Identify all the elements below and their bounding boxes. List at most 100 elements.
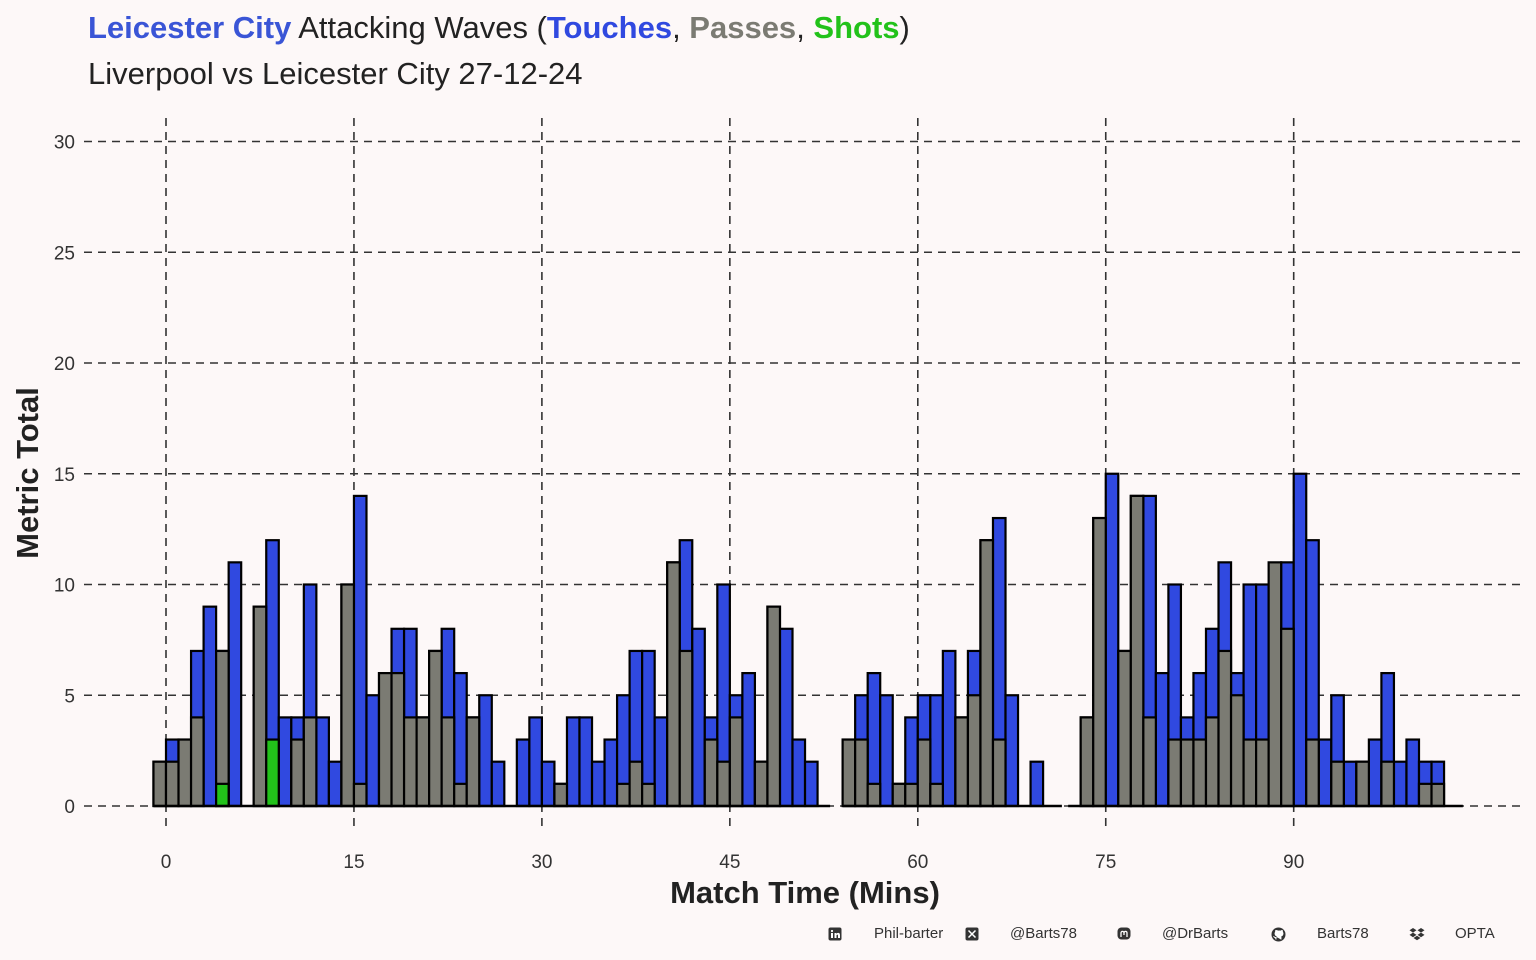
touches-bar bbox=[565, 716, 581, 808]
footer-github-text: Barts78 bbox=[1317, 925, 1369, 942]
passes-bar bbox=[716, 760, 731, 808]
touches-bar bbox=[1292, 472, 1308, 808]
passes-bar bbox=[841, 738, 857, 808]
y-tick-label: 15 bbox=[54, 465, 75, 486]
chart-subtitle: Liverpool vs Leicester City 27-12-24 bbox=[88, 56, 583, 91]
passes-bar bbox=[1380, 760, 1396, 808]
title-touches: Touches bbox=[546, 10, 673, 45]
title-close: ) bbox=[899, 10, 910, 45]
title-team: Leicester City bbox=[88, 10, 292, 45]
touches-bar bbox=[603, 738, 619, 808]
touches-bar bbox=[540, 760, 556, 808]
passes-bar bbox=[854, 738, 869, 808]
x-twitter-icon bbox=[965, 927, 979, 941]
passes-bar bbox=[440, 716, 456, 808]
touches-bar bbox=[1029, 760, 1045, 808]
passes-bar bbox=[1092, 516, 1107, 808]
x-tick-label: 45 bbox=[719, 852, 740, 873]
passes-bar bbox=[1079, 716, 1095, 808]
touches-bar bbox=[578, 716, 594, 808]
x-tick-label: 90 bbox=[1283, 852, 1304, 873]
touches-bar bbox=[1392, 760, 1408, 808]
touches-bar bbox=[327, 760, 343, 808]
passes-bar bbox=[1179, 738, 1195, 808]
shots-bar bbox=[265, 738, 280, 808]
touches-bar bbox=[528, 716, 543, 808]
x-tick-label: 0 bbox=[161, 852, 172, 873]
touches-bar bbox=[365, 694, 381, 808]
passes-bar bbox=[252, 605, 268, 808]
passes-bar bbox=[966, 694, 982, 808]
passes-bar bbox=[641, 782, 656, 808]
x-tick-label: 30 bbox=[531, 852, 552, 873]
passes-bar bbox=[465, 716, 481, 808]
touches-bar bbox=[803, 760, 819, 808]
passes-bar bbox=[1229, 694, 1245, 808]
x-axis-label: Match Time (Mins) bbox=[670, 875, 940, 910]
touches-bar bbox=[1004, 694, 1020, 808]
passes-bar bbox=[1192, 738, 1208, 808]
x-tick-label: 15 bbox=[343, 852, 364, 873]
shots-bar bbox=[215, 782, 230, 808]
footer-source-text: OPTA bbox=[1455, 925, 1495, 942]
y-tick-label: 30 bbox=[54, 133, 75, 154]
touches-bar bbox=[515, 738, 531, 808]
passes-bar bbox=[866, 782, 882, 808]
passes-bar bbox=[553, 782, 569, 808]
passes-bar bbox=[1280, 627, 1295, 808]
y-tick-label: 20 bbox=[54, 354, 75, 375]
passes-bar bbox=[991, 738, 1007, 808]
passes-bar bbox=[628, 760, 644, 808]
title-text-mid: Attacking Waves ( bbox=[291, 10, 547, 45]
footer-mastodon-text: @DrBarts bbox=[1162, 925, 1229, 942]
passes-bar bbox=[377, 671, 393, 808]
passes-bar bbox=[415, 716, 431, 808]
touches-bar bbox=[490, 760, 506, 808]
passes-bar bbox=[766, 605, 782, 808]
passes-bar bbox=[1330, 760, 1345, 808]
passes-bar bbox=[1430, 782, 1446, 808]
mastodon-icon bbox=[1117, 927, 1131, 941]
passes-bar bbox=[666, 561, 681, 808]
passes-bar bbox=[1242, 738, 1258, 808]
y-tick-label: 25 bbox=[54, 243, 75, 264]
touches-bar bbox=[641, 649, 656, 808]
touches-bar bbox=[1367, 738, 1383, 808]
passes-bar bbox=[1305, 738, 1320, 808]
passes-bar bbox=[916, 738, 932, 808]
x-tick-label: 60 bbox=[907, 852, 928, 873]
passes-bar bbox=[904, 782, 919, 808]
touches-bar bbox=[315, 716, 330, 808]
passes-bar bbox=[215, 649, 230, 808]
passes-bar bbox=[1255, 738, 1270, 808]
github-icon bbox=[1271, 927, 1286, 942]
passes-bar bbox=[891, 782, 907, 808]
passes-bar bbox=[177, 738, 193, 808]
touches-bar bbox=[691, 627, 706, 808]
passes-bar bbox=[352, 782, 368, 808]
y-tick-label: 5 bbox=[64, 686, 75, 707]
y-tick-label: 10 bbox=[54, 576, 75, 597]
passes-bar bbox=[929, 782, 944, 808]
touches-bar bbox=[352, 494, 368, 808]
touches-bar bbox=[741, 671, 757, 808]
passes-bar bbox=[1204, 716, 1220, 808]
passes-bar bbox=[1267, 561, 1283, 808]
passes-bar bbox=[728, 716, 744, 808]
touches-bar bbox=[879, 694, 894, 808]
linkedin-icon bbox=[828, 927, 842, 941]
title-shots: Shots bbox=[813, 10, 900, 45]
footer-linkedin-text: Phil-barter bbox=[874, 925, 944, 942]
passes-bar bbox=[1167, 738, 1183, 808]
touches-bar bbox=[202, 605, 218, 808]
passes-bar bbox=[453, 782, 468, 808]
passes-bar bbox=[1217, 649, 1233, 808]
touches-bar bbox=[1342, 760, 1358, 808]
passes-bar bbox=[1417, 782, 1433, 808]
passes-bar bbox=[402, 716, 418, 808]
passes-bar bbox=[1355, 760, 1370, 808]
passes-bar bbox=[703, 738, 719, 808]
title-passes: Passes bbox=[689, 10, 797, 45]
title-sep1: , bbox=[672, 10, 690, 45]
